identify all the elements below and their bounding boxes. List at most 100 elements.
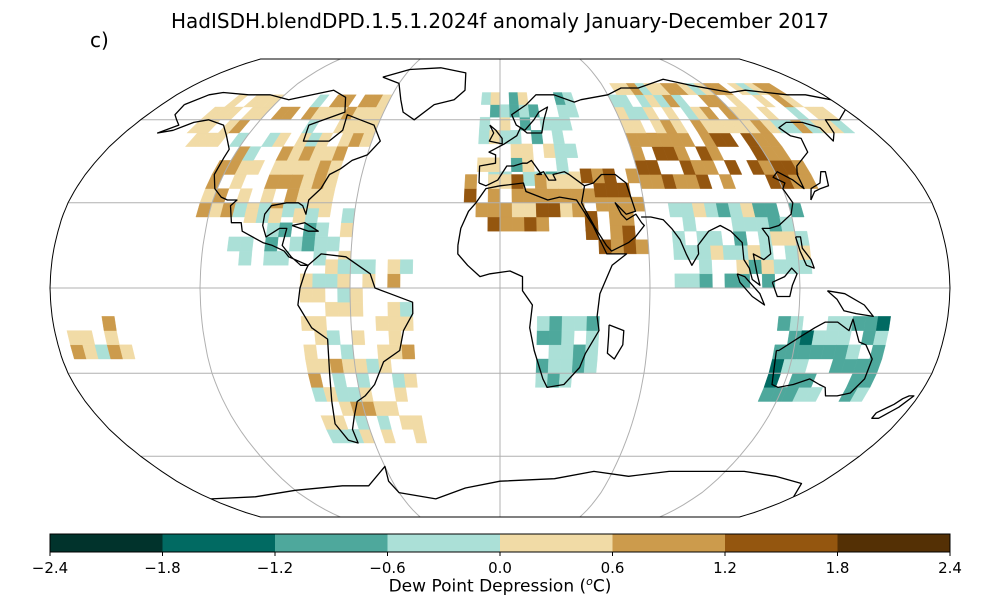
grid-cell (559, 358, 574, 374)
coastline (871, 395, 915, 419)
grid-cell (522, 157, 535, 172)
coastline (771, 318, 873, 397)
coastline (291, 222, 319, 232)
grid-cell (362, 259, 376, 274)
grid-cell (635, 239, 650, 255)
grid-cell (103, 330, 120, 345)
coastline (457, 182, 628, 389)
grid-cell (228, 174, 247, 189)
grid-cell (697, 245, 712, 260)
grid-cell (545, 174, 560, 189)
grid-cell (337, 302, 351, 317)
grid-cell (387, 259, 401, 274)
grid-cell (536, 330, 550, 345)
grid-cell (755, 106, 781, 120)
grid-cell (517, 92, 529, 105)
colorbar-bin (162, 534, 275, 552)
grid-cell (730, 216, 746, 232)
grid-cell (349, 287, 363, 303)
grid-cell (773, 259, 788, 274)
grid-cell (351, 330, 366, 345)
grid-cell (733, 231, 748, 246)
grid-cell (241, 146, 262, 161)
grid-cell (376, 344, 391, 360)
grid-cell (593, 182, 608, 198)
colorbar-label: Dew Point Depression (oC) (388, 575, 612, 597)
grid-cell (510, 143, 523, 158)
grid-cell (480, 92, 492, 105)
grid-cell (549, 316, 563, 331)
grid-cell (101, 316, 117, 331)
grid-cell (511, 188, 525, 203)
coastline (641, 109, 846, 286)
grid-cell (326, 236, 341, 252)
grid-cell (863, 316, 879, 331)
coastline (810, 171, 830, 201)
grid-cell (246, 160, 266, 175)
colorbar (49, 533, 951, 556)
colorbar-tick-label: 0.0 (488, 559, 512, 577)
grid-cell (536, 316, 551, 331)
grid-cell (699, 273, 713, 289)
grid-cell (119, 344, 136, 360)
grid-cell (259, 188, 277, 203)
grid-cell (609, 225, 624, 240)
grid-cell (559, 202, 574, 218)
grid-cell (803, 387, 824, 402)
grid-cell (561, 316, 575, 331)
grid-cell (542, 143, 556, 158)
grid-cell (724, 273, 738, 289)
grid-cell (317, 202, 333, 218)
grid-cell (479, 117, 491, 131)
panel-label: c) (90, 28, 109, 52)
grid-cell (548, 330, 563, 345)
coastline (736, 273, 766, 306)
grid-cell (534, 174, 548, 189)
grid-cell (564, 143, 579, 158)
grid-cell (313, 236, 328, 252)
grid-cell (555, 157, 569, 172)
coastline (478, 78, 831, 184)
grid-cell (776, 316, 792, 331)
grid-cell (401, 344, 416, 360)
coastline (478, 159, 585, 187)
grid-cell (393, 387, 409, 402)
grid-cell (708, 231, 724, 246)
colorbar-tick-label: −1.8 (144, 559, 181, 577)
colorbar-bin (50, 534, 163, 552)
grid-cell (324, 302, 339, 317)
grid-cell (583, 358, 598, 374)
colorbar-tick-label: 2.4 (938, 559, 962, 577)
grid-cell (784, 106, 811, 120)
grid-cell (724, 94, 748, 108)
grid-cell (349, 302, 364, 317)
grid-cell (387, 273, 401, 289)
grid-cell (535, 202, 549, 218)
colorbar-bin (612, 534, 725, 552)
grid-cell (399, 302, 414, 317)
grid-cell (698, 259, 713, 274)
grid-cell (376, 415, 392, 430)
grid-cell (686, 273, 701, 289)
grid-cell (511, 216, 525, 232)
grid-cell (339, 222, 354, 238)
grid-cell (391, 373, 406, 388)
grid-cell (224, 94, 250, 108)
grid-cell (551, 130, 565, 145)
grid-cell (499, 104, 511, 118)
grid-cell (673, 245, 687, 260)
grid-cell (307, 373, 324, 388)
grid-cell (412, 429, 428, 444)
grid-cell (324, 273, 338, 289)
grid-cell (546, 188, 561, 203)
grid-cell (312, 250, 327, 266)
grid-cell (312, 273, 326, 289)
colorbar-tick-label: 1.8 (825, 559, 850, 577)
grid-cell (487, 202, 501, 218)
grid-cell (487, 216, 501, 232)
anomaly-grid-cells (66, 83, 891, 444)
grid-cell (499, 174, 513, 189)
grid-cell (736, 259, 750, 274)
grid-cell (228, 132, 250, 147)
colorbar-bin (725, 534, 838, 552)
